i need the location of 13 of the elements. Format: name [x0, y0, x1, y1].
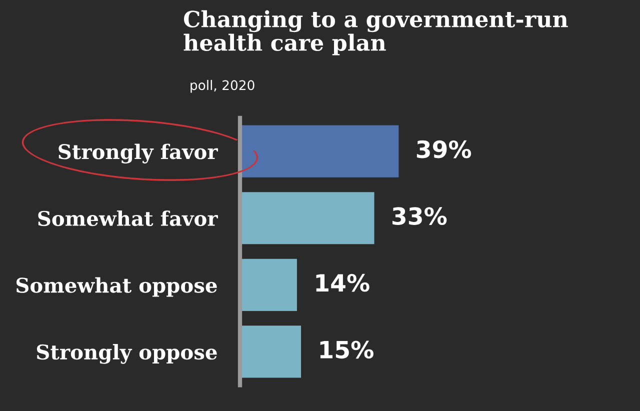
bar — [240, 192, 374, 244]
chart-title: Changing to a government-run health care plan — [184, 10, 568, 56]
data-label: 33% — [392, 207, 447, 225]
y-tick-label: Strongly favor — [58, 144, 218, 164]
data-label: 14% — [316, 274, 370, 292]
y-tick-label: Somewhat favor — [38, 210, 218, 226]
data-label: 15% — [320, 340, 374, 359]
y-tick-label: Strongly oppose — [36, 344, 217, 364]
bar — [240, 326, 302, 378]
bar — [240, 258, 297, 311]
y-tick-label: Somewhat oppose — [16, 277, 217, 297]
chart-subtitle: poll, 2020 — [190, 80, 254, 93]
data-label: 39% — [416, 140, 472, 158]
